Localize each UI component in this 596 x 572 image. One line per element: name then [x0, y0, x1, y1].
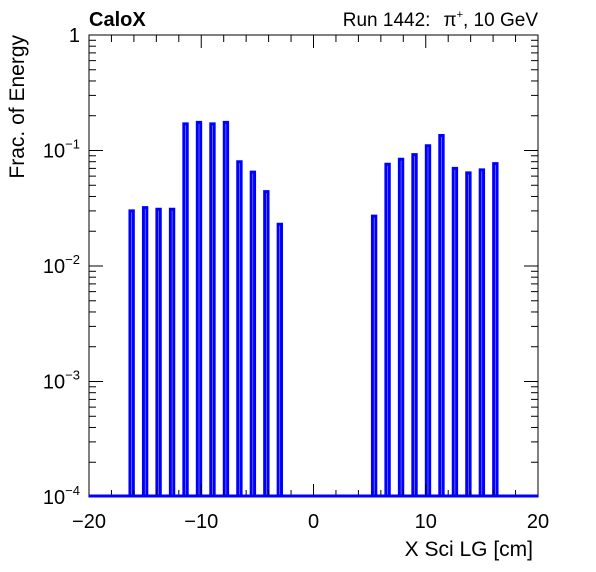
bar [141, 206, 149, 497]
bar [195, 120, 203, 497]
histogram-series [128, 120, 499, 497]
bar [451, 166, 459, 497]
x-tick-label: 0 [308, 511, 319, 533]
header-particle-sup: + [457, 9, 463, 21]
header-energy: , 10 GeV [463, 10, 538, 31]
bar [168, 207, 176, 497]
header-particle: π [443, 10, 456, 31]
y-axis-label: Frac. of Energy [6, 35, 29, 179]
bar [438, 133, 445, 497]
header-run: Run 1442: [343, 10, 431, 31]
x-tick-label: 20 [527, 511, 549, 533]
x-tick-labels: −20 −10 0 10 20 [72, 511, 549, 533]
bar [478, 168, 486, 497]
bar [209, 122, 216, 497]
bar [384, 162, 391, 497]
x-tick-label: −10 [184, 511, 218, 533]
bar [424, 144, 432, 497]
bar [397, 157, 405, 497]
bar [370, 214, 378, 497]
y-tick-label: 10−1 [43, 137, 80, 163]
x-tick-label: −20 [72, 511, 106, 533]
chart-header-left: CaloX [89, 9, 146, 31]
bar [492, 162, 499, 497]
y-tick-label: 1 [69, 25, 80, 47]
bar [263, 190, 270, 497]
y-tick-label: 10−3 [43, 368, 80, 394]
bar [411, 153, 418, 497]
bar [222, 120, 230, 497]
chart-header-right: Run 1442: π+, 10 GeV [343, 9, 539, 31]
y-tick-labels: 1 10−1 10−2 10−3 10−4 [43, 25, 80, 509]
bar [182, 122, 189, 497]
bar [276, 222, 284, 497]
bar [465, 171, 472, 497]
bar [128, 209, 135, 497]
x-axis-label: X Sci LG [cm] [405, 538, 533, 561]
x-tick-label: 10 [415, 511, 437, 533]
bar [249, 170, 257, 497]
bar [236, 160, 243, 497]
bar [155, 207, 162, 497]
y-tick-label: 10−4 [43, 483, 80, 509]
y-tick-label: 10−2 [43, 252, 80, 278]
